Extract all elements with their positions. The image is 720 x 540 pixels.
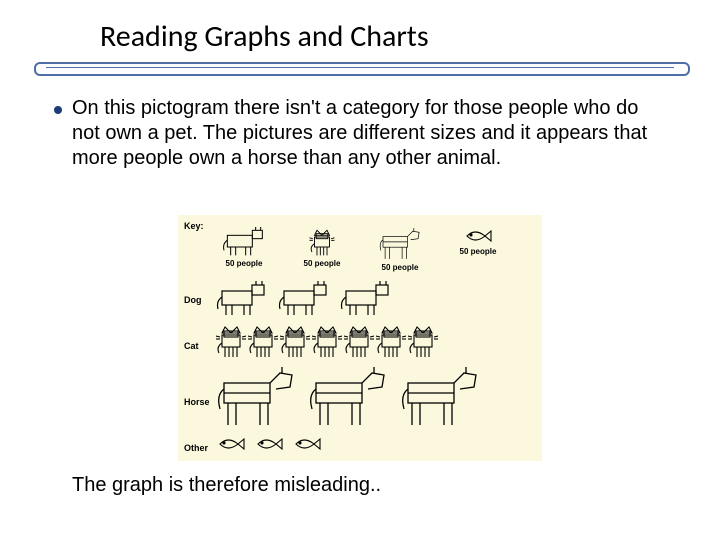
title-underline-inner [46,67,674,68]
key-caption: 50 people [382,263,419,272]
dog-icon [216,281,268,317]
pictogram: Key: 50 people [178,215,542,461]
row-label-horse: Horse [184,397,210,407]
cat-icon [344,323,374,359]
row-label-dog: Dog [184,295,202,305]
title-underline [34,62,690,76]
fish-icon [292,435,322,453]
horse-icon [308,365,388,429]
key-caption: 50 people [460,247,497,256]
bullet-icon [54,106,62,114]
other-row [216,435,322,453]
row-label-cat: Cat [184,341,199,351]
horse-icon [400,365,480,429]
key-label: Key: [184,221,204,231]
fish-icon [216,435,246,453]
key-row: 50 people 50 people [216,227,506,272]
dog-row [216,281,392,317]
fish-icon [254,435,284,453]
dog-icon [221,227,267,257]
key-caption: 50 people [226,259,263,268]
horse-row [216,365,480,429]
intro-paragraph: On this pictogram there isn't a category… [72,96,652,171]
trailing-paragraph: The graph is therefore misleading.. [72,474,381,497]
row-label-other: Other [184,443,208,453]
cat-icon [248,323,278,359]
dog-icon [278,281,330,317]
key-item-dog: 50 people [216,227,272,272]
horse-icon [375,227,425,261]
cat-icon [309,227,335,257]
cat-icon [312,323,342,359]
fish-icon [463,227,493,245]
key-item-horse: 50 people [372,227,428,272]
cat-icon [376,323,406,359]
key-caption: 50 people [304,259,341,268]
page-title: Reading Graphs and Charts [100,18,429,55]
horse-icon [216,365,296,429]
cat-icon [216,323,246,359]
key-item-fish: 50 people [450,227,506,272]
key-item-cat: 50 people [294,227,350,272]
cat-icon [280,323,310,359]
dog-icon [340,281,392,317]
cat-icon [408,323,438,359]
slide: Reading Graphs and Charts On this pictog… [0,0,720,540]
cat-row [216,323,438,359]
